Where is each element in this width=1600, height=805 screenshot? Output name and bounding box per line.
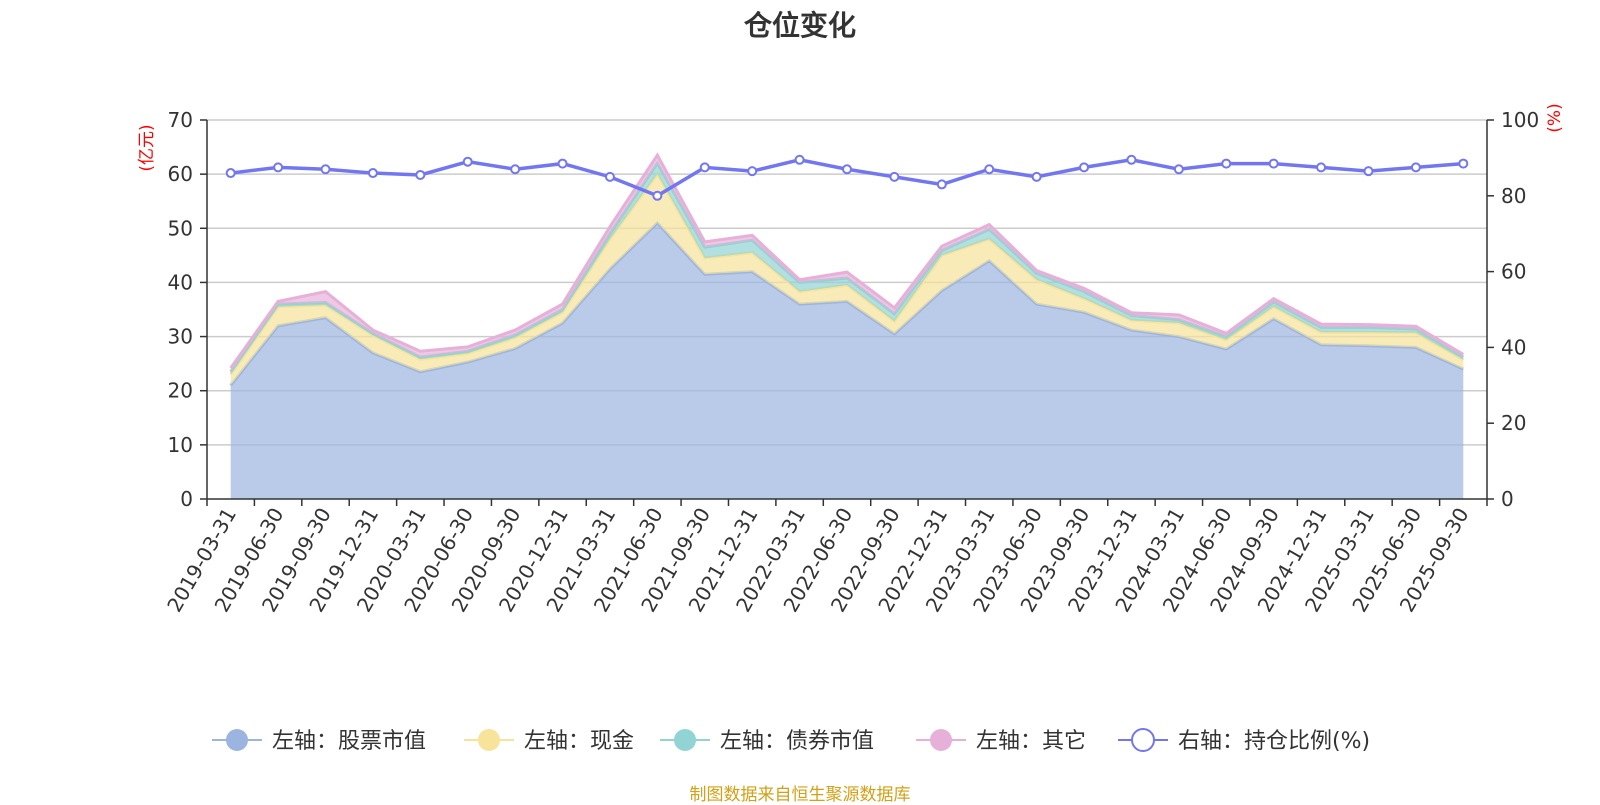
legend-item-ratio: 右轴：持仓比例(%): [1118, 728, 1370, 754]
legend-label: 右轴：持仓比例(%): [1178, 729, 1370, 754]
ratio-point: [1363, 166, 1374, 177]
legend-marker: [478, 729, 500, 751]
series-ratio: [225, 154, 1469, 201]
ratio-point: [652, 190, 663, 201]
legend-marker: [226, 729, 248, 751]
legend-item-other: 左轴：其它: [916, 729, 1086, 754]
right-tick-label: 80: [1501, 184, 1526, 208]
ratio-point: [367, 168, 378, 179]
ratio-point: [1458, 158, 1469, 169]
left-tick-label: 30: [168, 325, 193, 349]
ratio-point: [1410, 162, 1421, 173]
legend-item-bond: 左轴：债券市值: [660, 729, 874, 754]
ratio-point: [415, 169, 426, 180]
right-tick-label: 20: [1501, 411, 1526, 435]
legend-label: 左轴：股票市值: [272, 729, 426, 754]
ratio-point: [842, 164, 852, 175]
legend-marker: [674, 729, 696, 751]
legend-item-cash: 左轴：现金: [464, 729, 634, 754]
left-tick-label: 20: [168, 379, 193, 403]
area-line-other: [229, 152, 1465, 369]
left-tick-label: 60: [168, 162, 193, 186]
ratio-point: [1221, 158, 1232, 169]
ratio-point: [462, 156, 473, 167]
ratio-point: [1316, 162, 1327, 173]
ratio-point: [557, 158, 568, 169]
ratio-point: [936, 179, 947, 190]
legend: 左轴：股票市值 左轴：现金 左轴：债券市值 左轴：其它 右轴：持仓比例(%): [212, 728, 1370, 754]
left-tick-label: 0: [180, 487, 193, 511]
legend-label: 左轴：债券市值: [720, 729, 874, 754]
left-axis-unit: (亿元): [137, 124, 157, 171]
legend-label: 左轴：其它: [976, 729, 1086, 754]
ratio-point: [1268, 158, 1279, 169]
ratio-point: [1031, 171, 1042, 182]
source-note: 制图数据来自恒生聚源数据库: [689, 785, 911, 805]
area-cash: [230, 174, 1464, 386]
stacked-areas: [229, 152, 1465, 499]
ratio-point: [699, 162, 710, 173]
legend-item-stock: 左轴：股票市值: [212, 729, 426, 754]
ratio-point: [794, 154, 805, 165]
legend-label: 左轴：现金: [524, 729, 634, 754]
right-tick-label: 60: [1501, 260, 1526, 284]
legend-marker: [1131, 728, 1155, 752]
ratio-point: [889, 171, 900, 182]
right-axis-unit: (%): [1545, 103, 1565, 132]
area-stock: [230, 222, 1464, 499]
ratio-point: [225, 168, 236, 179]
ratio-point: [320, 164, 331, 175]
ratio-point: [604, 171, 615, 182]
legend-marker: [930, 729, 952, 751]
chart-title: 仓位变化: [743, 9, 856, 42]
left-tick-label: 40: [168, 270, 193, 294]
ratio-point: [1126, 154, 1137, 165]
ratio-point: [510, 164, 521, 175]
ratio-point: [273, 162, 284, 173]
ratio-point: [984, 164, 995, 175]
ratio-point: [1079, 162, 1090, 173]
right-tick-label: 100: [1501, 108, 1539, 132]
left-tick-label: 10: [168, 433, 193, 457]
ratio-point: [1173, 164, 1184, 175]
left-tick-label: 70: [168, 108, 193, 132]
right-tick-label: 40: [1501, 335, 1526, 359]
ratio-point: [747, 166, 758, 177]
left-tick-label: 50: [168, 216, 193, 240]
right-tick-label: 0: [1501, 487, 1514, 511]
